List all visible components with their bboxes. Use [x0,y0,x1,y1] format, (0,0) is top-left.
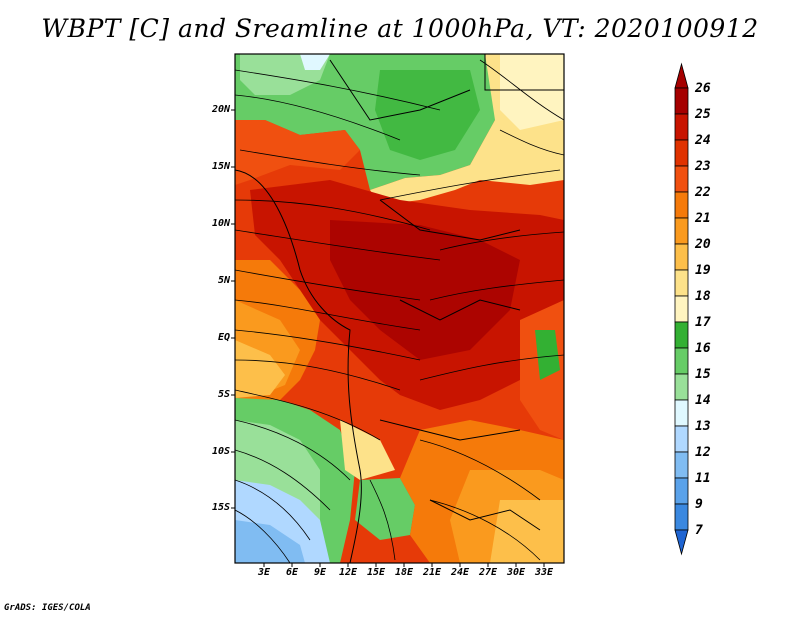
wbpt-field [235,54,564,563]
streamlines [235,59,564,563]
colorbar-segment [674,477,689,505]
colorbar-label: 21 [695,211,711,226]
lon-label: 21E [422,567,442,578]
colorbar-segment [674,165,689,193]
lon-label: 9E [313,567,327,578]
lat-label: 10S [211,446,230,457]
lon-label: 18E [394,567,414,578]
lat-label: 20N [211,104,230,115]
lon-label: 27E [478,567,498,578]
colorbar-label: 13 [695,419,711,434]
lon-label: 12E [338,567,358,578]
lat-label: 5N [217,275,230,286]
colorbar-label: 25 [695,107,711,122]
colorbar-label: 19 [695,263,711,278]
colorbar-segment [674,399,689,427]
colorbar-label: 12 [695,445,711,460]
colorbar-segment [674,321,689,349]
colorbar-label: 16 [695,341,711,356]
lat-label: EQ [217,332,230,343]
lat-label: 5S [217,389,230,400]
colorbar-segment [674,113,689,141]
colorbar-segment [674,347,689,375]
colorbar-label: 23 [695,159,711,174]
lat-label: 15S [211,502,230,513]
colorbar-label: 17 [695,315,711,330]
map-title: WBPT [C] and Sreamline at 1000hPa, VT: 2… [41,14,759,43]
colorbar-segment [674,191,689,219]
colorbar-label: 22 [695,185,711,200]
lon-label: 6E [285,567,299,578]
lat-label: 15N [211,161,230,172]
colorbar-label: 14 [695,393,711,408]
lon-label: 24E [450,567,470,578]
credit-text: GrADS: IGES/COLA [4,603,91,613]
colorbar-label: 18 [695,289,711,304]
colorbar-segment [674,217,689,245]
lon-label: 30E [506,567,526,578]
lon-label: 15E [366,567,386,578]
colorbar-label: 26 [695,81,711,96]
colorbar-segment [674,87,689,115]
colorbar-top-arrow [674,62,689,89]
colorbar-segment [674,451,689,479]
colorbar-label: 11 [695,471,711,486]
colorbar-label: 7 [695,523,703,538]
lon-label: 3E [257,567,271,578]
colorbar-label: 9 [695,497,703,512]
map-frame [234,53,565,564]
coastlines [235,54,564,563]
colorbar-segment [674,295,689,323]
colorbar-label: 24 [695,133,711,148]
colorbar-label: 15 [695,367,711,382]
colorbar [674,62,689,556]
colorbar-segment [674,269,689,297]
lon-label: 33E [534,567,554,578]
lat-label: 10N [211,218,230,229]
colorbar-segment [674,373,689,401]
colorbar-segment [674,503,689,531]
colorbar-label: 20 [695,237,711,252]
colorbar-segment [674,243,689,271]
colorbar-bottom-arrow [674,529,689,556]
colorbar-segment [674,425,689,453]
axis-ticks [231,109,545,567]
colorbar-segment [674,139,689,167]
